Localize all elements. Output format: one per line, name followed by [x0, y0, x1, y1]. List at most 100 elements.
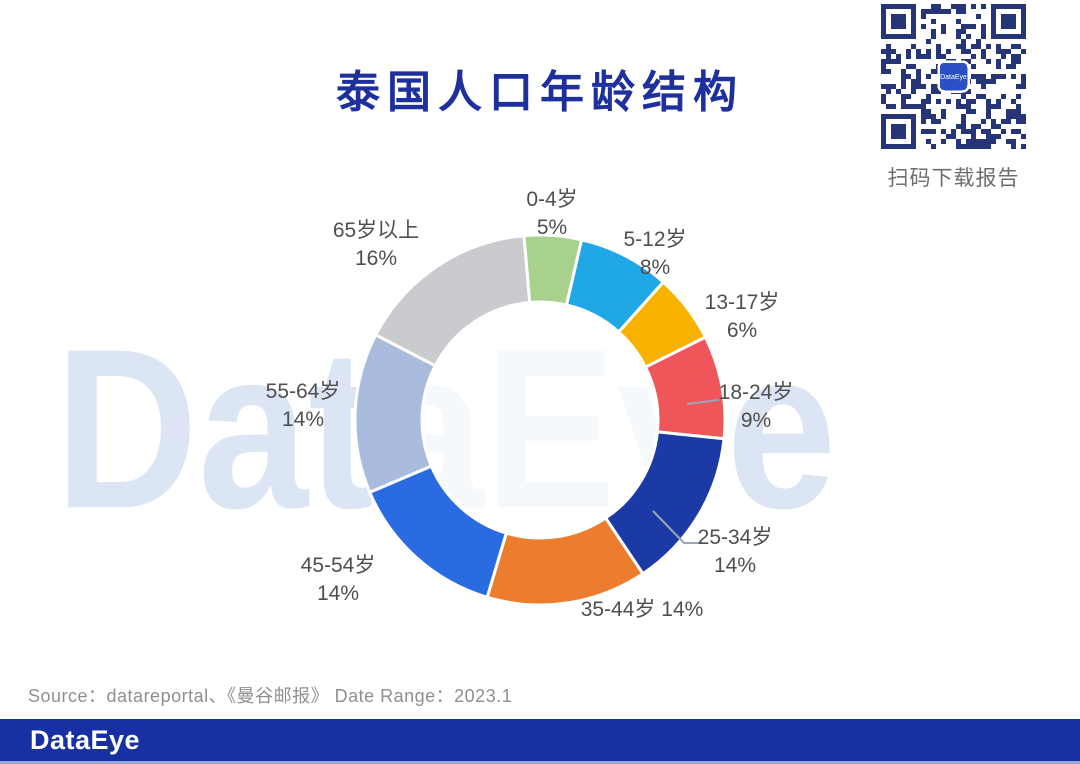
qr-module — [931, 29, 936, 34]
qr-code: DataEye — [881, 4, 1026, 149]
qr-module — [961, 119, 966, 124]
qr-module — [966, 34, 971, 39]
qr-module — [926, 39, 931, 44]
qr-module — [891, 49, 896, 54]
qr-module — [956, 4, 961, 9]
qr-module — [1011, 74, 1016, 79]
qr-module — [896, 59, 901, 64]
qr-module — [1016, 84, 1021, 89]
qr-module — [931, 69, 936, 74]
qr-module — [921, 14, 926, 19]
qr-module — [936, 89, 941, 94]
qr-module — [986, 79, 991, 84]
qr-module — [996, 104, 1001, 109]
segment-label-pct: 16% — [354, 247, 398, 270]
qr-module — [896, 89, 901, 94]
qr-module — [881, 49, 886, 54]
qr-module — [1016, 54, 1021, 59]
qr-module — [1001, 74, 1006, 79]
qr-module — [986, 139, 991, 144]
segment-label-pct: 14% — [661, 598, 704, 621]
qr-module — [906, 64, 911, 69]
qr-module — [976, 14, 981, 19]
qr-module — [961, 29, 966, 34]
qr-module — [961, 4, 966, 9]
qr-module — [976, 44, 981, 49]
qr-module — [916, 69, 921, 74]
qr-module — [881, 94, 886, 99]
qr-module — [1011, 54, 1016, 59]
qr-module — [931, 119, 936, 124]
qr-module — [916, 74, 921, 79]
qr-module — [931, 144, 936, 149]
qr-module — [916, 104, 921, 109]
qr-module — [961, 114, 966, 119]
qr-module — [1021, 144, 1026, 149]
qr-module — [926, 54, 931, 59]
qr-module — [956, 124, 961, 129]
footer-bar: DataEye — [0, 719, 1080, 764]
qr-module — [971, 4, 976, 9]
qr-module — [901, 104, 906, 109]
qr-module — [991, 134, 996, 139]
segment-label-25-34: 25-34岁 14% — [698, 524, 773, 580]
qr-module — [1001, 14, 1016, 29]
qr-module — [941, 114, 946, 119]
qr-module — [891, 104, 896, 109]
qr-module — [1016, 114, 1021, 119]
qr-module — [1016, 59, 1021, 64]
qr-module — [966, 49, 971, 54]
qr-module — [956, 44, 961, 49]
qr-module — [956, 19, 961, 24]
qr-module — [1011, 99, 1016, 104]
segment-label-18-24: 18-24岁 9% — [719, 379, 794, 435]
qr-module — [911, 89, 916, 94]
qr-module — [941, 24, 946, 29]
qr-module — [961, 49, 966, 54]
qr-block: DataEye 扫码下载报告 — [881, 4, 1026, 192]
qr-module — [931, 19, 936, 24]
qr-module — [976, 39, 981, 44]
qr-module — [951, 129, 956, 134]
qr-module — [986, 59, 991, 64]
qr-module — [926, 74, 931, 79]
qr-module — [926, 49, 931, 54]
qr-module — [941, 109, 946, 114]
qr-module — [966, 109, 971, 114]
qr-module — [881, 69, 886, 74]
segment-label-text: 65岁以上 — [332, 219, 420, 242]
qr-module — [961, 44, 966, 49]
qr-module — [986, 104, 991, 109]
qr-module — [966, 99, 971, 104]
qr-module — [971, 139, 976, 144]
qr-module — [971, 124, 976, 129]
qr-module — [936, 49, 941, 54]
qr-module — [996, 64, 1001, 69]
segment-label-pct: 8% — [639, 256, 671, 279]
qr-module — [921, 9, 926, 14]
qr-module — [946, 9, 951, 14]
qr-module — [976, 74, 981, 79]
qr-module — [921, 99, 926, 104]
qr-module — [966, 139, 971, 144]
qr-module — [971, 99, 976, 104]
qr-module — [961, 144, 966, 149]
qr-module — [996, 124, 1001, 129]
qr-module — [941, 29, 946, 34]
qr-module — [981, 79, 986, 84]
qr-module — [986, 44, 991, 49]
qr-module — [921, 104, 926, 109]
qr-module — [996, 134, 1001, 139]
qr-module — [891, 14, 906, 29]
segment-label-55-64: 55-64岁 14% — [266, 378, 341, 434]
qr-module — [956, 99, 961, 104]
qr-module — [906, 74, 911, 79]
qr-module — [931, 84, 936, 89]
qr-module — [1016, 109, 1021, 114]
segment-label-65-plus: 65岁以上 16% — [333, 217, 419, 273]
qr-module — [991, 119, 996, 124]
qr-module — [1001, 94, 1006, 99]
qr-module — [906, 49, 911, 54]
segment-label-text: 5-12岁 — [623, 228, 687, 251]
